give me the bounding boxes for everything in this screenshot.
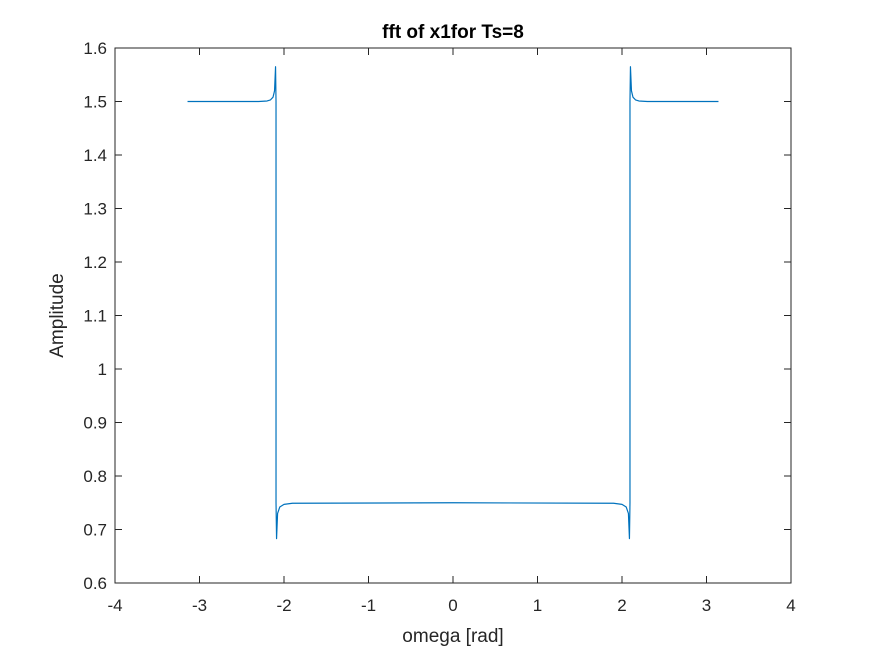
y-axis: 0.6 0.7 0.8 0.9 1 1.1 1.2 1.3 1.4 1.5 1.6 xyxy=(83,39,791,593)
x-axis-label: omega [rad] xyxy=(402,626,503,647)
y-tick-label: 0.6 xyxy=(83,574,107,593)
x-tick-label: 3 xyxy=(702,596,711,615)
x-tick-label: -3 xyxy=(192,596,207,615)
y-tick-label: 1.2 xyxy=(83,253,107,272)
series-layer xyxy=(187,66,719,540)
y-tick-label: 0.8 xyxy=(83,467,107,486)
plot-area xyxy=(115,48,791,583)
x-tick-label: -4 xyxy=(107,596,122,615)
y-tick-label: 1 xyxy=(98,360,107,379)
x-tick-label: -2 xyxy=(276,596,291,615)
series-line-0 xyxy=(187,66,719,540)
x-tick-label: -1 xyxy=(361,596,376,615)
y-axis-label: Amplitude xyxy=(47,273,68,358)
x-tick-label: 0 xyxy=(448,596,457,615)
chart-title: fft of x1for Ts=8 xyxy=(382,22,524,43)
y-tick-label: 1.5 xyxy=(83,93,107,112)
y-tick-label: 1.6 xyxy=(83,39,107,58)
y-tick-label: 1.4 xyxy=(83,146,107,165)
x-tick-label: 2 xyxy=(617,596,626,615)
x-axis: -4 -3 -2 -1 0 1 2 3 4 xyxy=(107,48,796,615)
y-tick-label: 1.1 xyxy=(83,307,107,326)
x-tick-label: 4 xyxy=(786,596,795,615)
y-tick-label: 0.7 xyxy=(83,521,107,540)
y-tick-label: 1.3 xyxy=(83,200,107,219)
y-tick-label: 0.9 xyxy=(83,414,107,433)
x-tick-label: 1 xyxy=(533,596,542,615)
